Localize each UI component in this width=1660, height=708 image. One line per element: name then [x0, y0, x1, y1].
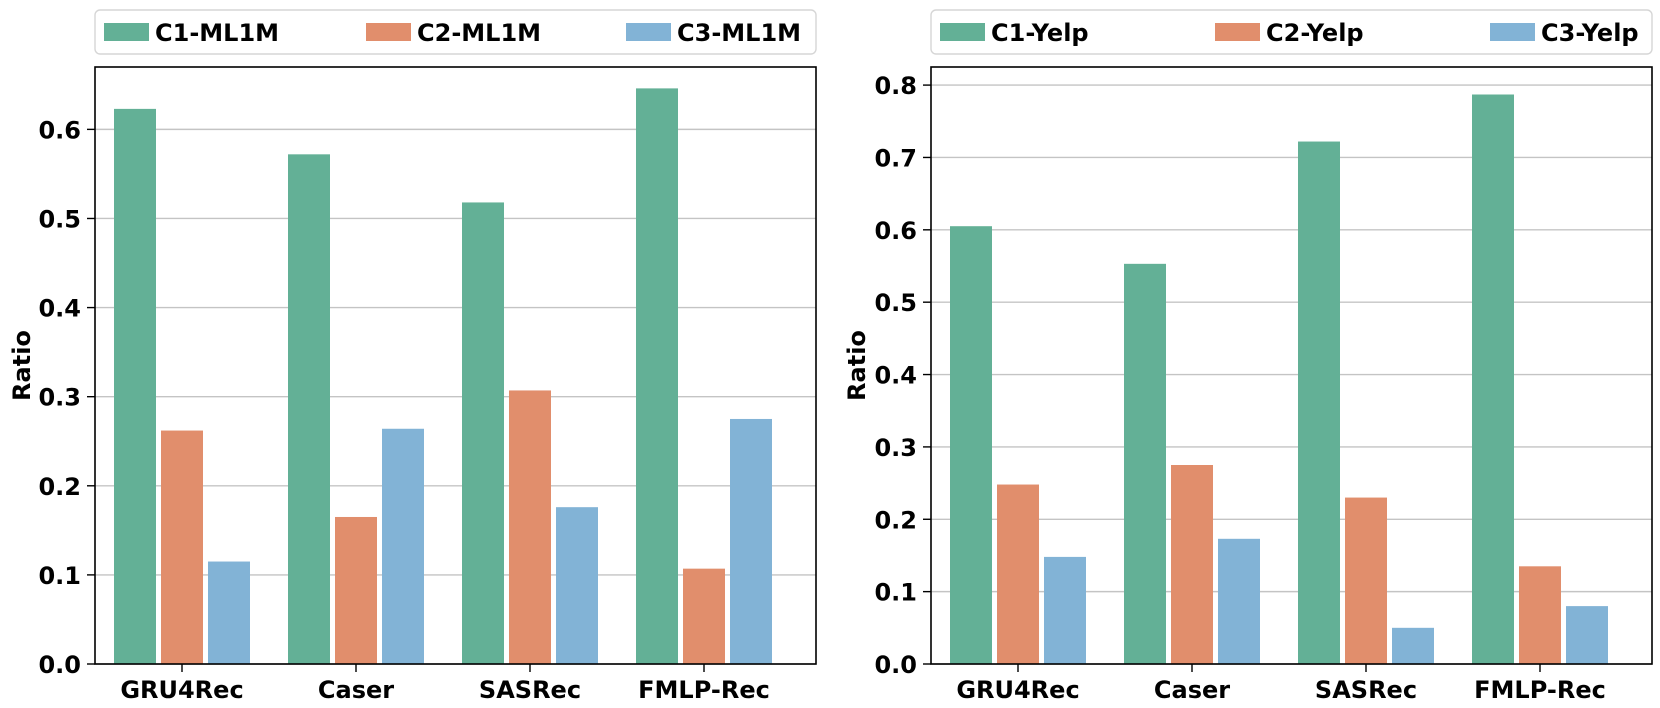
bar-c1-yelp-fmlp-rec: [1472, 94, 1514, 665]
bar-c2-ml1m-fmlp-rec: [683, 568, 725, 664]
bar-c2-yelp-gru4rec: [997, 484, 1039, 664]
y-tick-label: 0.5: [38, 205, 81, 233]
x-tick-label: FMLP-Rec: [1474, 676, 1606, 704]
bar-c3-ml1m-gru4rec: [208, 561, 250, 664]
bar-c1-ml1m-fmlp-rec: [636, 88, 678, 664]
bar-c3-yelp-caser: [1218, 538, 1260, 664]
legend-label: C3-Yelp: [1541, 19, 1639, 47]
plot-frame: [930, 66, 1653, 665]
legend-label: C3-ML1M: [677, 19, 801, 47]
legend-swatch: [104, 23, 149, 41]
bar-c1-ml1m-gru4rec: [114, 108, 156, 665]
y-tick-label: 0.4: [38, 295, 81, 323]
bar-c1-ml1m-sasrec: [462, 202, 504, 664]
y-tick-label: 0.2: [38, 473, 81, 501]
y-tick-label: 0.4: [874, 362, 917, 390]
y-tick-label: 0.5: [874, 289, 917, 317]
y-axis-label: Ratio: [843, 330, 871, 401]
legend: C1-Yelp C2-Yelp C3-Yelp: [930, 9, 1653, 55]
bar-c1-yelp-sasrec: [1298, 141, 1340, 664]
legend-swatch: [366, 23, 411, 41]
bar-c3-ml1m-fmlp-rec: [730, 418, 772, 664]
bar-c3-ml1m-caser: [382, 428, 424, 664]
bar-c2-ml1m-gru4rec: [161, 430, 203, 664]
x-tick-label: FMLP-Rec: [638, 676, 770, 704]
legend-label: C2-ML1M: [417, 19, 541, 47]
y-tick-label: 0.1: [874, 579, 917, 607]
legend-label: C1-Yelp: [991, 19, 1089, 47]
bar-c3-yelp-fmlp-rec: [1566, 606, 1608, 664]
legend-swatch: [1215, 23, 1260, 41]
x-tick-label: Caser: [318, 676, 394, 704]
legend-box: [94, 9, 817, 55]
x-tick-label: Caser: [1154, 676, 1230, 704]
y-tick-label: 0.0: [874, 651, 917, 679]
bar-c1-yelp-gru4rec: [950, 226, 992, 664]
x-tick-label: SASRec: [479, 676, 581, 704]
legend-swatch: [940, 23, 985, 41]
y-tick-label: 0.0: [38, 651, 81, 679]
plot-frame: [94, 66, 817, 665]
bar-c2-yelp-fmlp-rec: [1519, 566, 1561, 664]
y-tick-label: 0.2: [874, 506, 917, 534]
legend: C1-ML1M C2-ML1M C3-ML1M: [94, 9, 817, 55]
y-tick-label: 0.8: [874, 72, 917, 100]
y-tick-label: 0.6: [38, 116, 81, 144]
legend-swatch: [626, 23, 671, 41]
y-tick-label: 0.6: [874, 217, 917, 245]
legend-label: C2-Yelp: [1266, 19, 1364, 47]
bar-c3-yelp-gru4rec: [1044, 556, 1086, 664]
y-tick-label: 0.3: [874, 434, 917, 462]
bar-c1-ml1m-caser: [288, 154, 330, 664]
y-axis-label: Ratio: [8, 330, 36, 401]
bar-c2-yelp-caser: [1171, 465, 1213, 664]
y-tick-label: 0.3: [38, 384, 81, 412]
x-tick-label: SASRec: [1315, 676, 1417, 704]
x-tick-label: GRU4Rec: [956, 676, 1079, 704]
legend-box: [930, 9, 1653, 55]
chart-2: 0.0 0.1 0.2 0.3 0.4 0.5 0.6 0.7 0.8 GRU4Rec Caser S…: [843, 9, 1653, 704]
bar-c3-yelp-sasrec: [1392, 627, 1434, 664]
bar-c2-yelp-sasrec: [1345, 497, 1387, 664]
y-tick-label: 0.1: [38, 562, 81, 590]
y-tick-label: 0.7: [874, 144, 917, 172]
bar-c1-yelp-caser: [1124, 263, 1166, 664]
bar-c3-ml1m-sasrec: [556, 507, 598, 664]
bar-c2-ml1m-sasrec: [509, 390, 551, 664]
legend-swatch: [1490, 23, 1535, 41]
bar-c2-ml1m-caser: [335, 516, 377, 664]
x-tick-label: GRU4Rec: [120, 676, 243, 704]
legend-label: C1-ML1M: [155, 19, 279, 47]
chart-1: 0.0 0.1 0.2 0.3 0.4 0.5 0.6 GRU4Rec Caser SASRec F…: [8, 9, 817, 704]
